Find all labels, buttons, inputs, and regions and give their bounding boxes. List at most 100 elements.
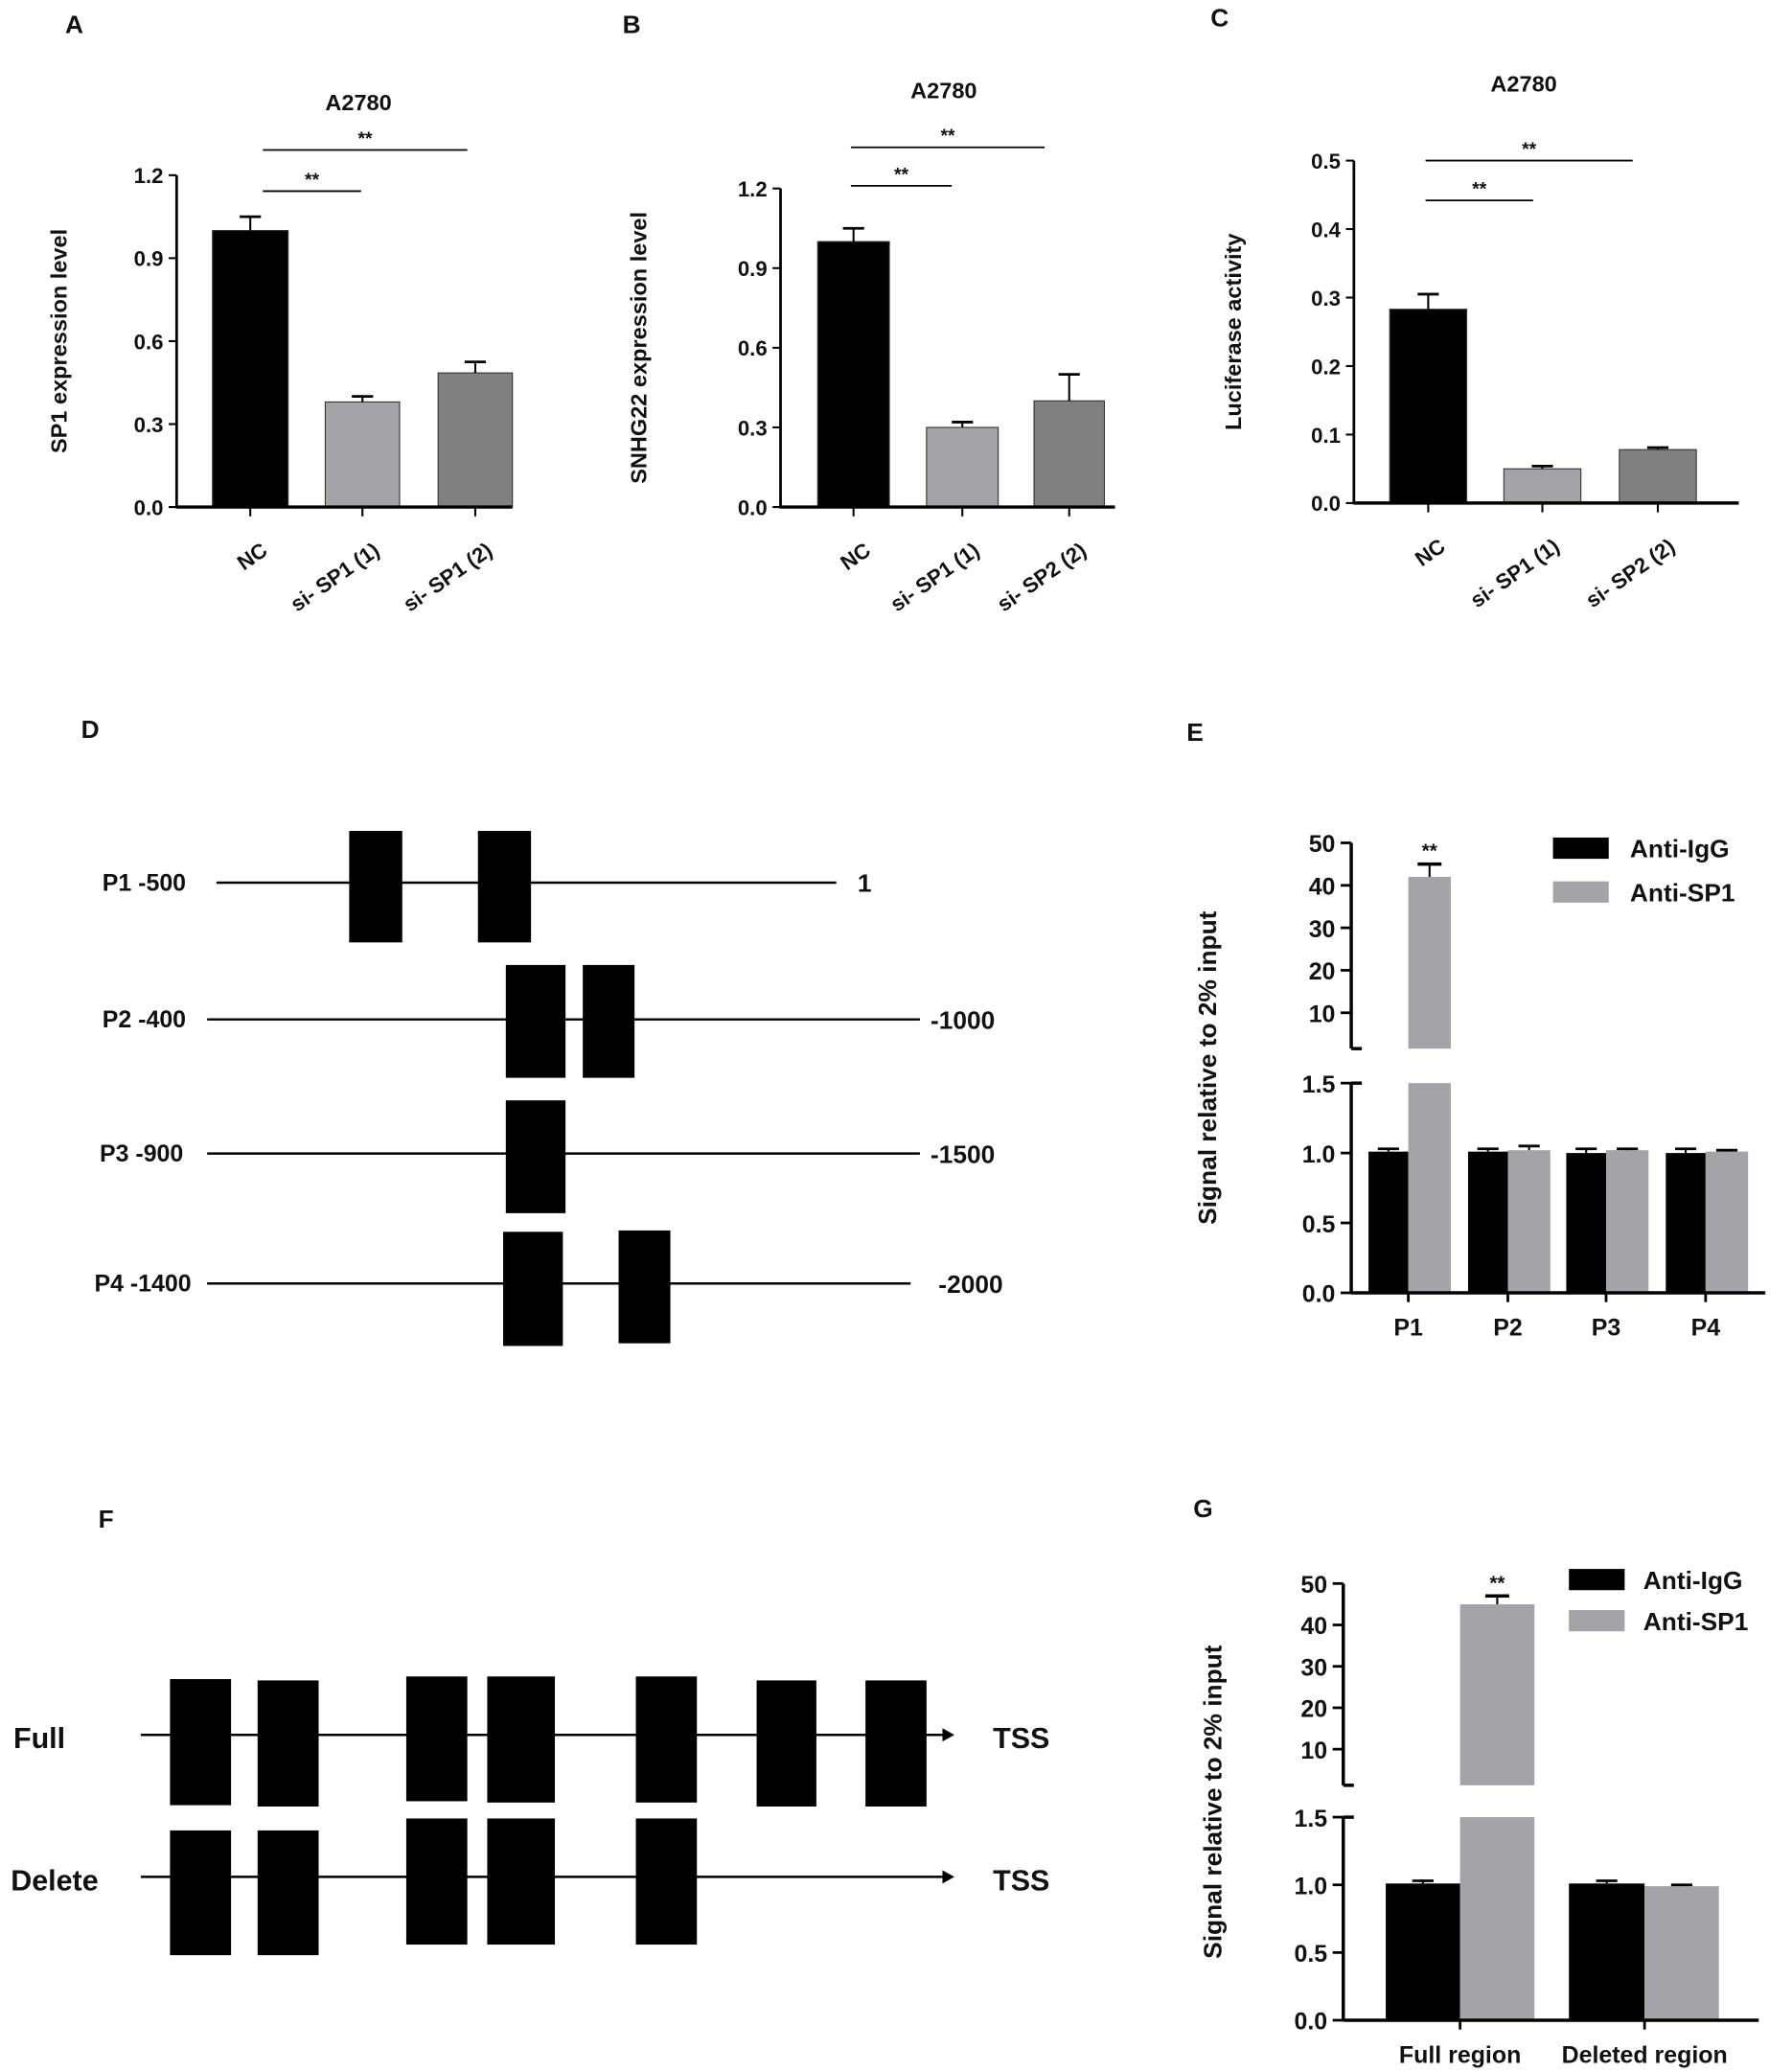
- y-tick-label-0: 0.0: [134, 495, 164, 519]
- legend-label-1: Anti-SP1: [1630, 878, 1735, 907]
- bar-0: [816, 241, 890, 508]
- binding-site-box: [505, 964, 566, 1078]
- tss-label-1: TSS: [993, 1864, 1049, 1897]
- y-tick-label-upper-4: 50: [1309, 831, 1336, 858]
- panel-label-b: B: [623, 11, 641, 39]
- bar-anti-igg-0: [1368, 1151, 1409, 1293]
- fragment-end-label-1: -1000: [930, 1005, 995, 1034]
- tss-label-0: TSS: [993, 1722, 1049, 1755]
- binding-site-box: [487, 1818, 556, 1945]
- binding-site-box: [505, 1100, 566, 1213]
- binding-site-box: [635, 1676, 698, 1803]
- bar-2: [437, 372, 514, 508]
- significance-label-0: **: [305, 170, 320, 191]
- bar-anti-sp1-3: [1705, 1151, 1749, 1293]
- y-tick-label-2: 0.6: [134, 330, 164, 354]
- bar-2: [1033, 400, 1106, 508]
- legend-swatch-1: [1552, 881, 1609, 903]
- significance-label-0: **: [1489, 1572, 1505, 1594]
- significance-label-0: **: [1472, 179, 1487, 200]
- y-tick-label-upper-2: 30: [1309, 916, 1336, 943]
- y-tick-label-lower-2: 1.0: [1294, 1873, 1327, 1899]
- legend-swatch-0: [1552, 837, 1609, 860]
- y-tick-label-upper-4: 50: [1300, 1572, 1327, 1599]
- bar-anti-sp1-1: [1507, 1150, 1551, 1293]
- construct-label-1: Delete: [11, 1864, 98, 1897]
- y-tick-label-lower-1: 0.5: [1294, 1941, 1327, 1968]
- fragment-end-label-3: -2000: [938, 1270, 1002, 1299]
- bar-anti-sp1-0-upper: [1408, 876, 1451, 1049]
- panel-label-e: E: [1186, 718, 1204, 747]
- y-tick-label-upper-0: 10: [1300, 1738, 1327, 1764]
- binding-site-box: [257, 1830, 319, 1956]
- legend-label-0: Anti-IgG: [1630, 835, 1730, 863]
- legend-label-0: Anti-IgG: [1643, 1566, 1743, 1595]
- x-tick-label-0: NC: [836, 538, 875, 575]
- y-tick-label-upper-2: 30: [1300, 1654, 1327, 1681]
- binding-site-box: [257, 1680, 319, 1807]
- binding-site-box: [756, 1680, 816, 1807]
- binding-site-box: [405, 1818, 468, 1945]
- binding-site-box: [477, 831, 532, 943]
- bar-0: [212, 229, 289, 508]
- y-axis-label: SNHG22 expression level: [627, 212, 652, 484]
- x-tick-label-0: NC: [233, 538, 272, 575]
- y-tick-label-0: 0.0: [1311, 492, 1341, 516]
- bar-anti-sp1-1: [1644, 1886, 1719, 2020]
- binding-site-box: [583, 964, 635, 1078]
- y-tick-label-upper-1: 20: [1300, 1696, 1327, 1723]
- chart-title: A2780: [325, 90, 391, 115]
- y-tick-label-lower-2: 1.0: [1302, 1141, 1336, 1168]
- panel-label-d: D: [81, 715, 100, 744]
- binding-site-box: [170, 1679, 232, 1806]
- panel-label-c: C: [1210, 4, 1229, 33]
- y-tick-label-lower-3: 1.5: [1294, 1806, 1327, 1832]
- bar-anti-sp1-0-lower: [1408, 1083, 1451, 1293]
- panel-label-g: G: [1193, 1494, 1212, 1523]
- x-tick-label-2: si- SP2 (2): [993, 538, 1091, 616]
- x-tick-label-1: si- SP1 (1): [286, 538, 383, 616]
- legend-label-1: Anti-SP1: [1643, 1607, 1749, 1636]
- arrow-icon: [942, 1870, 954, 1884]
- fragment-label-2: P3 -900: [100, 1140, 183, 1167]
- bar-1: [926, 426, 999, 508]
- bar-anti-igg-0: [1386, 1883, 1460, 2020]
- binding-site-box: [865, 1680, 927, 1807]
- panel-label-a: A: [65, 11, 83, 39]
- fragment-label-1: P2 -400: [103, 1006, 186, 1033]
- binding-site-box: [618, 1230, 671, 1344]
- significance-label-0: **: [894, 164, 909, 185]
- bar-anti-igg-1: [1569, 1883, 1645, 2020]
- y-tick-label-1: 0.1: [1311, 424, 1341, 448]
- panel-label-f: F: [99, 1505, 114, 1533]
- binding-site-box: [635, 1818, 698, 1945]
- y-tick-label-lower-1: 0.5: [1302, 1211, 1336, 1238]
- x-tick-label-0: Full region: [1399, 2041, 1521, 2068]
- x-tick-label-2: si- SP1 (2): [399, 538, 496, 616]
- legend-swatch-0: [1569, 1569, 1625, 1591]
- fragment-end-label-0: 1: [858, 869, 872, 898]
- y-axis-label: Luciferase activity: [1221, 234, 1246, 430]
- arrow-icon: [942, 1728, 954, 1742]
- significance-label-1: **: [357, 128, 373, 150]
- y-tick-label-upper-0: 10: [1309, 1001, 1336, 1027]
- x-tick-label-3: P4: [1691, 1314, 1721, 1341]
- y-tick-label-upper-1: 20: [1309, 958, 1336, 985]
- x-tick-label-1: si- SP1 (1): [1466, 534, 1564, 612]
- y-axis-label: SP1 expression level: [46, 229, 71, 453]
- x-tick-label-2: si- SP2 (2): [1581, 534, 1679, 612]
- binding-site-box: [170, 1830, 232, 1956]
- bar-0: [1389, 309, 1468, 504]
- y-tick-label-4: 0.4: [1311, 218, 1341, 242]
- legend-swatch-1: [1569, 1610, 1625, 1632]
- binding-site-box: [349, 831, 402, 943]
- y-tick-label-3: 0.9: [738, 257, 768, 281]
- fragment-end-label-2: -1500: [930, 1140, 995, 1168]
- bar-anti-sp1-0-lower: [1459, 1817, 1535, 2020]
- y-tick-label-5: 0.5: [1311, 150, 1341, 173]
- fragment-label-0: P1 -500: [103, 869, 186, 896]
- binding-site-box: [487, 1676, 556, 1803]
- x-tick-label-0: P1: [1393, 1314, 1423, 1341]
- y-tick-label-1: 0.3: [738, 416, 768, 440]
